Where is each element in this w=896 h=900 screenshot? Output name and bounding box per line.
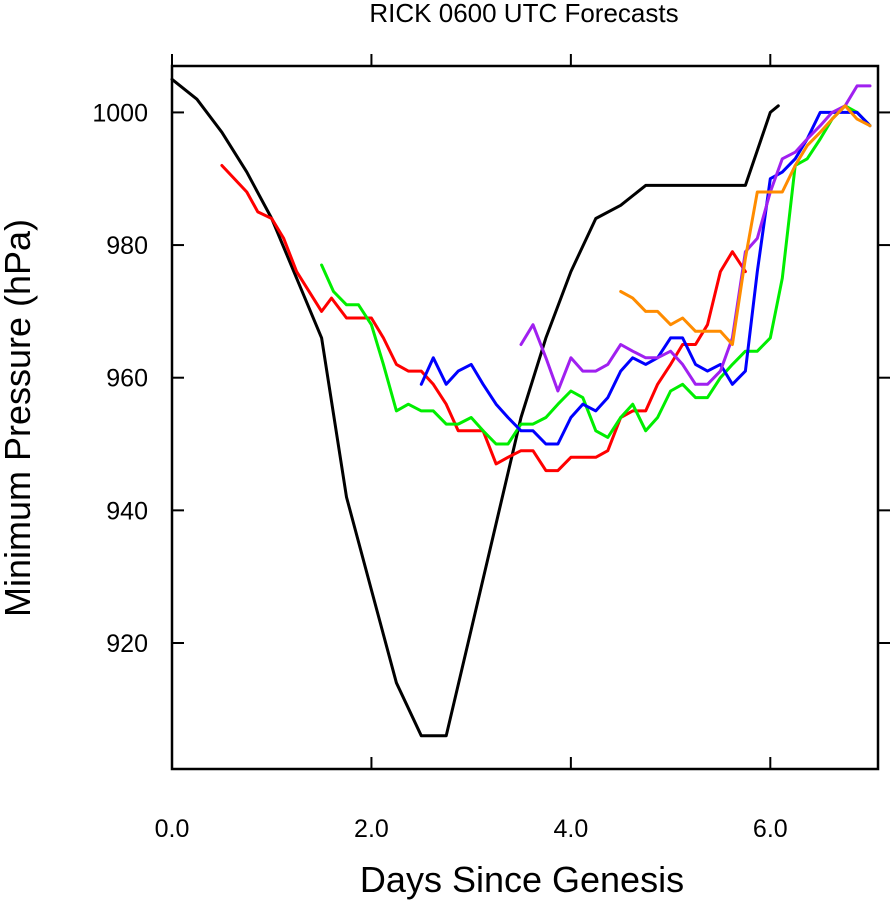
- x-tick-label: 6.0: [753, 815, 788, 843]
- series-line-3: [320, 104, 872, 446]
- y-tick-label: 920: [106, 630, 148, 658]
- plot-frame: [170, 64, 880, 771]
- axes: 0.0 2.0 4.0 6.0 920 940 960 980 1000: [92, 54, 890, 843]
- x-axis-label: Days Since Genesis: [360, 859, 684, 900]
- series-line-2: [220, 164, 747, 473]
- y-tick-label: 980: [106, 232, 148, 260]
- x-tick-label: 2.0: [354, 815, 389, 843]
- y-tick-label: 1000: [92, 99, 148, 127]
- x-tick-label: 4.0: [553, 815, 588, 843]
- y-tick-label: 960: [106, 365, 148, 393]
- series-line-6: [619, 104, 872, 346]
- series-line-5: [519, 84, 872, 393]
- series-line-1: [170, 77, 780, 738]
- y-axis-label: Minimum Pressure (hPa): [0, 219, 38, 617]
- chart-title: RICK 0600 UTC Forecasts: [369, 0, 678, 28]
- plot-area: [170, 77, 872, 738]
- series-line-4: [419, 110, 872, 446]
- y-tick-label: 940: [106, 497, 148, 525]
- x-tick-label: 0.0: [155, 815, 190, 843]
